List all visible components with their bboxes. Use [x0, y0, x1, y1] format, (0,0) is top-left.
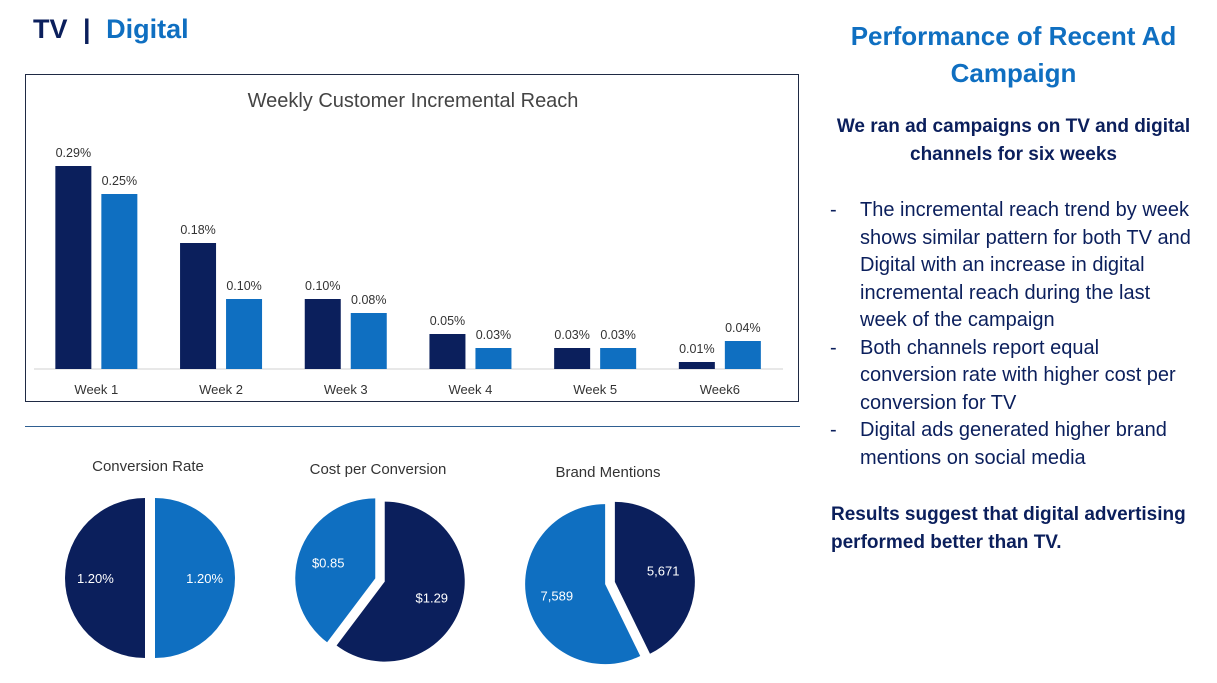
bar-data-label: 0.10% [305, 279, 340, 293]
bullet-marker: - [830, 419, 837, 441]
finding-text: The incremental reach trend by week show… [860, 199, 1191, 331]
pie-chart-conversion-rate: 1.20% 1.20% [65, 498, 235, 658]
finding-item: - The incremental reach trend by week sho… [826, 197, 1201, 335]
pie-slice-label: $0.85 [312, 556, 345, 571]
bar-data-label: 0.08% [351, 293, 386, 307]
pie-chart-cost-per-conversion: $1.29 $0.85 [295, 498, 465, 662]
finding-item: - Digital ads generated higher brand ment… [826, 417, 1201, 472]
pie-slice [65, 498, 145, 658]
bar-series-2 [101, 194, 138, 369]
bar-chart-panel: Weekly Customer Incremental Reach 0.29% 0.… [25, 74, 799, 402]
section-divider [25, 426, 800, 427]
header: TV | Digital [33, 14, 189, 45]
bar-series-1 [429, 334, 466, 369]
page-title: Performance of Recent Ad Campaign [850, 21, 1177, 88]
header-tv: TV [33, 14, 68, 44]
pie-title-conversion-rate: Conversion Rate [92, 458, 204, 475]
bar-series-2 [600, 348, 637, 369]
bar-data-label: 0.03% [554, 328, 589, 342]
pie-chart-brand-mentions: 5,671 7,589 [525, 501, 695, 665]
bar-data-label: 0.04% [725, 321, 760, 335]
x-tick-label: Week 2 [199, 382, 243, 397]
bar-series-2 [226, 299, 263, 369]
findings-list: - The incremental reach trend by week sho… [826, 197, 1201, 472]
right-panel: Performance of Recent Ad Campaign We ran… [826, 18, 1201, 557]
bar-data-label: 0.29% [56, 146, 91, 160]
bar-data-label: 0.03% [600, 328, 635, 342]
x-tick-label: Week 5 [573, 382, 617, 397]
pie-slice-label: 1.20% [186, 571, 223, 586]
conclusion-text: Results suggest that digital advertising… [831, 504, 1186, 553]
pie-slice [525, 504, 641, 665]
bar-series-1 [554, 348, 591, 369]
bar-data-label: 0.10% [226, 279, 261, 293]
summary-text: We ran ad campaigns on TV and digital ch… [836, 116, 1191, 165]
bar-data-label: 0.18% [180, 223, 215, 237]
pie-slice [336, 501, 465, 662]
bar-series-1 [678, 362, 715, 369]
x-tick-label: Week 3 [324, 382, 368, 397]
header-digital: Digital [106, 14, 189, 44]
bar-series-2 [475, 348, 512, 369]
bar-series-1 [55, 166, 92, 369]
pie-slice [614, 501, 695, 654]
bar-data-label: 0.25% [102, 174, 137, 188]
header-separator: | [83, 14, 91, 44]
bar-series-1 [180, 243, 217, 369]
bullet-marker: - [830, 199, 837, 221]
pie-slice [295, 498, 376, 643]
bar-series-1 [304, 299, 341, 369]
x-tick-label: Week 1 [74, 382, 118, 397]
bar-series-2 [350, 313, 387, 369]
finding-text: Digital ads generated higher brand menti… [860, 419, 1167, 469]
bar-data-label: 0.03% [476, 328, 511, 342]
pie-title-brand-mentions: Brand Mentions [555, 464, 661, 481]
pie-slice [155, 498, 235, 658]
bar-data-label: 0.05% [430, 314, 465, 328]
pie-title-cost-per-conversion: Cost per Conversion [309, 461, 447, 478]
pie-slice-label: 7,589 [541, 588, 574, 603]
finding-item: - Both channels report equal conversion r… [826, 335, 1201, 418]
pie-slice-label: $1.29 [416, 590, 449, 605]
bullet-marker: - [830, 336, 837, 359]
pie-slice-label: 5,671 [647, 564, 680, 579]
bar-series-2 [724, 341, 761, 369]
pie-slice-label: 1.20% [77, 571, 114, 586]
bar-chart: Weekly Customer Incremental Reach 0.29% 0.… [34, 90, 783, 397]
chart-title: Weekly Customer Incremental Reach [248, 90, 579, 112]
x-tick-label: Week6 [700, 382, 740, 397]
x-tick-label: Week 4 [449, 382, 493, 397]
bar-data-label: 0.01% [679, 342, 714, 356]
finding-text: Both channels report equal conversion ra… [860, 336, 1176, 414]
